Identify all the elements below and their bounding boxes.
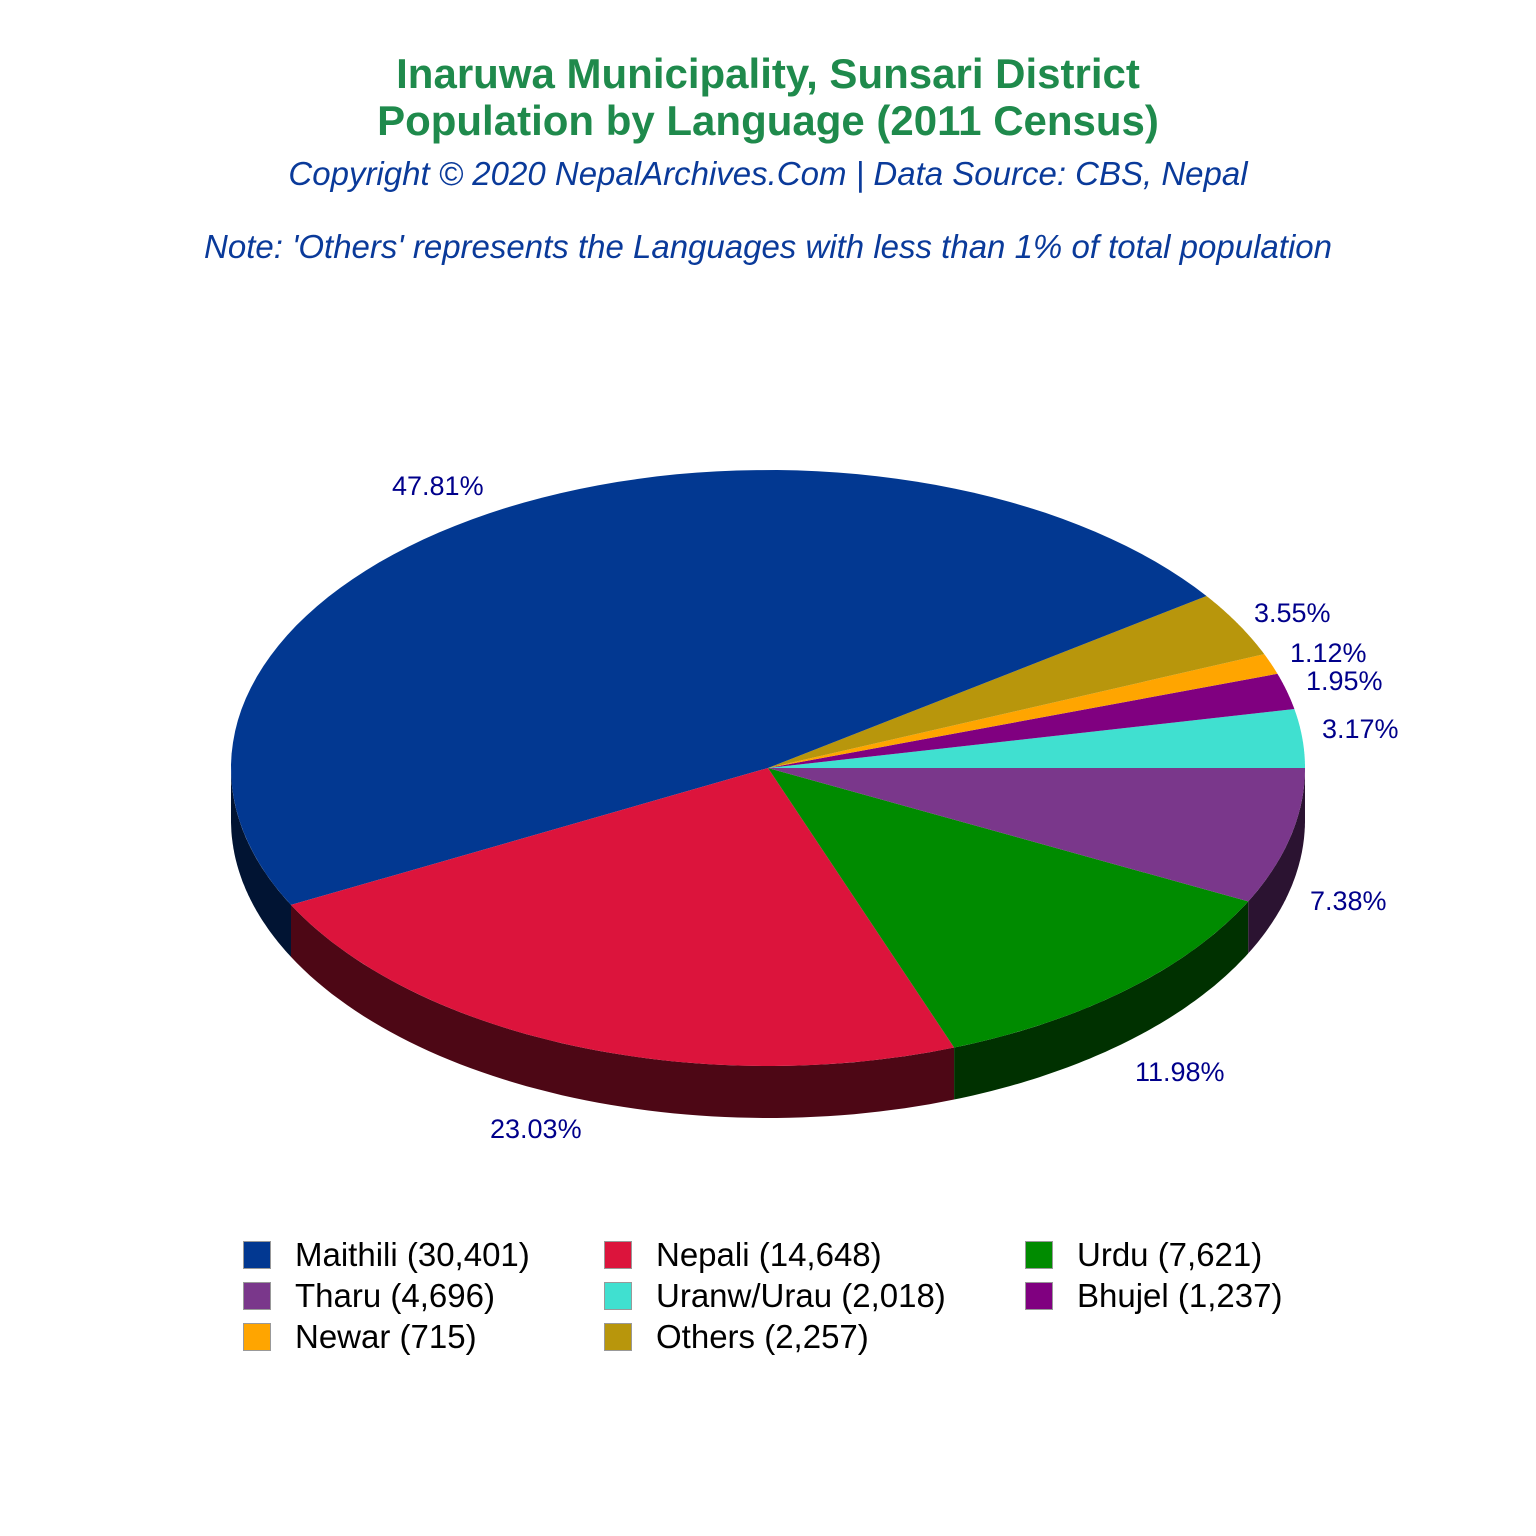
legend-swatch (604, 1282, 632, 1310)
pie-slice-uranw-urau (768, 709, 1305, 768)
copyright-text: Copyright © 2020 NepalArchives.Com | Dat… (288, 155, 1248, 192)
percent-label: 7.38% (1310, 886, 1387, 916)
pie-slice-bhujel (768, 673, 1295, 768)
legend-swatch (604, 1241, 632, 1269)
pie-slice-maithili (231, 470, 1207, 905)
legend-label: Urdu (7,621) (1077, 1236, 1263, 1273)
legend-label: Newar (715) (295, 1318, 477, 1355)
pie-side-walls (231, 768, 1305, 1118)
note-text: Note: 'Others' represents the Languages … (204, 228, 1332, 265)
percent-label: 3.55% (1254, 598, 1331, 628)
chart-title-line1: Inaruwa Municipality, Sunsari District (396, 50, 1140, 97)
percent-label: 3.17% (1322, 714, 1399, 744)
legend-label: Others (2,257) (656, 1318, 869, 1355)
legend-swatch (243, 1323, 271, 1351)
legend-item: Maithili (30,401) (243, 1235, 530, 1275)
percent-label: 47.81% (392, 471, 484, 501)
legend-label: Nepali (14,648) (656, 1236, 882, 1273)
chart-title-line2: Population by Language (2011 Census) (377, 97, 1159, 144)
legend-item: Newar (715) (243, 1317, 477, 1357)
legend-item: Tharu (4,696) (243, 1276, 495, 1316)
pie-top-faces (231, 470, 1305, 1066)
percent-label: 1.12% (1290, 638, 1367, 668)
legend-item: Others (2,257) (604, 1317, 869, 1357)
legend-label: Tharu (4,696) (295, 1277, 495, 1314)
legend-swatch (1025, 1282, 1053, 1310)
pie-slice-others (768, 596, 1265, 768)
legend-item: Urdu (7,621) (1025, 1235, 1262, 1275)
legend-label: Maithili (30,401) (295, 1236, 530, 1273)
legend-item: Bhujel (1,237) (1025, 1276, 1282, 1316)
legend-label: Uranw/Urau (2,018) (656, 1277, 946, 1314)
legend-item: Nepali (14,648) (604, 1235, 882, 1275)
legend-swatch (604, 1323, 632, 1351)
legend-item: Uranw/Urau (2,018) (604, 1276, 946, 1316)
percent-label: 23.03% (490, 1114, 582, 1144)
legend-swatch (1025, 1241, 1053, 1269)
pie-slice-urdu (768, 768, 1249, 1048)
percent-label: 11.98% (1135, 1057, 1225, 1087)
legend-swatch (243, 1282, 271, 1310)
pie-slice-nepali (291, 768, 955, 1066)
pie-slice-tharu (768, 768, 1305, 902)
pie-slice-newar (768, 654, 1278, 768)
legend-swatch (243, 1241, 271, 1269)
percent-label: 1.95% (1306, 666, 1383, 696)
legend-label: Bhujel (1,237) (1077, 1277, 1283, 1314)
